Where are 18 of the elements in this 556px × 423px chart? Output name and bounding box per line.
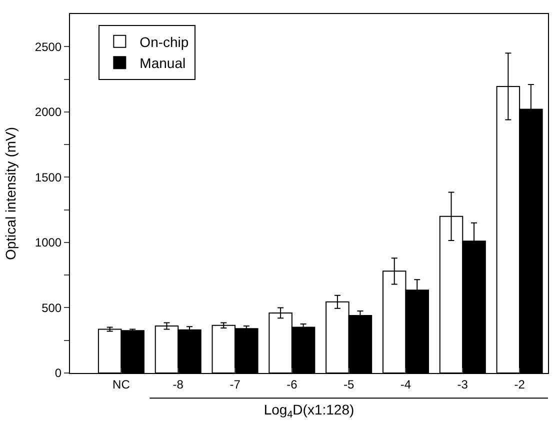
y-tick-label: 1000 [34, 236, 62, 250]
x-tick-label: NC [112, 377, 130, 392]
x-tick-label: -4 [400, 377, 412, 392]
y-tick-label: 500 [42, 300, 62, 315]
x-tick-label: -5 [343, 377, 354, 392]
y-tick-label: 2000 [34, 105, 62, 120]
x-tick-label: -6 [286, 377, 298, 392]
legend-label: Manual [140, 55, 186, 72]
legend-label: On-chip [140, 34, 189, 50]
y-tick-label: 0 [54, 366, 62, 380]
y-tick-label: 2500 [34, 40, 62, 54]
y-tick-label: 1500 [34, 170, 62, 184]
y-axis-title: Optical intensity (mV) [2, 126, 18, 260]
x-axis-title: Log$_{4}$D(x1:128) [264, 402, 354, 421]
x-tick-label: -3 [457, 377, 468, 392]
x-tick-label: -8 [172, 377, 184, 392]
x-tick-label: -7 [230, 377, 241, 392]
x-tick-label: -2 [514, 377, 526, 392]
